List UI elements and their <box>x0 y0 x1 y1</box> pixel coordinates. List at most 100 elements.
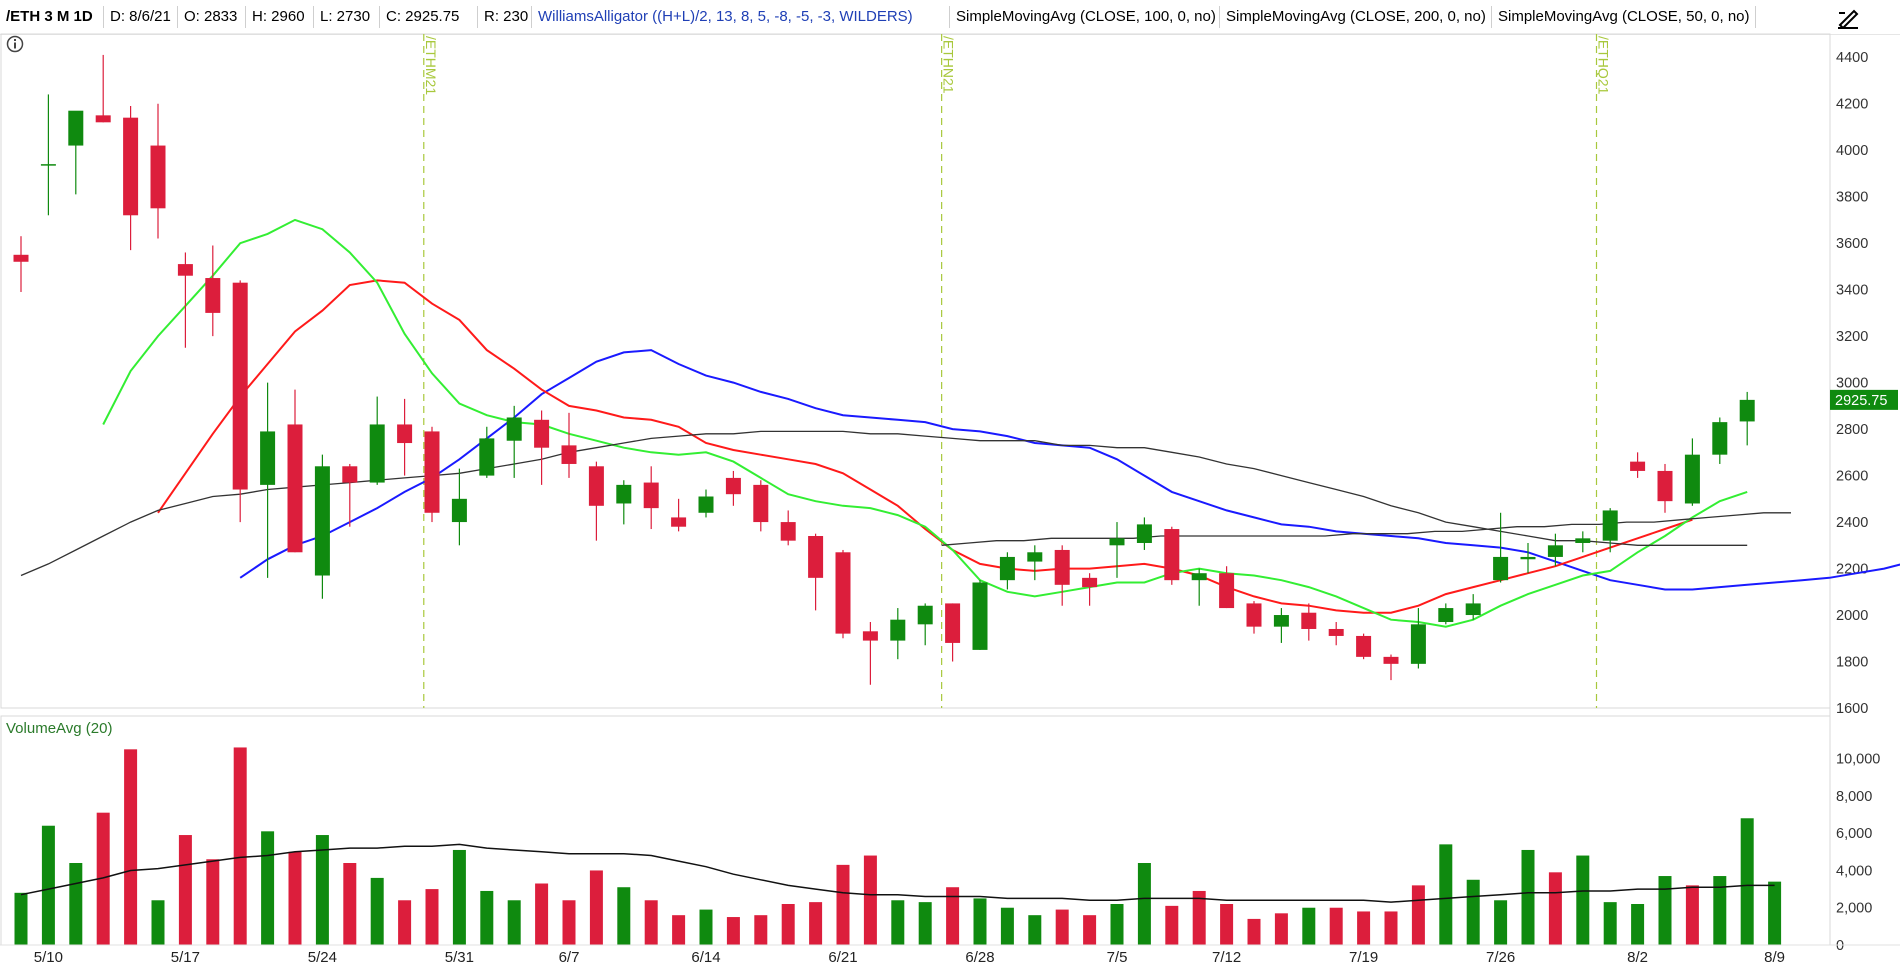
candle-body <box>1054 549 1070 585</box>
candle-body <box>1410 624 1426 664</box>
volume-bar <box>261 831 275 945</box>
volume-bar <box>69 863 83 945</box>
volume-bar <box>452 849 466 945</box>
volume-axis-tick-label: 8,000 <box>1836 789 1872 805</box>
candle-body <box>561 445 577 464</box>
last-price-badge <box>1830 389 1898 410</box>
price-candle <box>1027 545 1043 581</box>
price-candle <box>999 552 1015 590</box>
date-axis-tick-label: 5/10 <box>34 949 63 966</box>
price-candle <box>1465 594 1481 620</box>
info-circle-icon[interactable] <box>5 34 25 54</box>
candle-body <box>534 419 550 448</box>
high-readout: H: 2960 <box>246 6 314 28</box>
price-candle <box>862 622 878 685</box>
price-candle <box>1575 531 1591 553</box>
price-candle <box>369 396 385 485</box>
volume-bar <box>480 890 494 945</box>
price-candle <box>205 245 221 337</box>
date-axis-tick-label: 7/5 <box>1107 949 1128 966</box>
volume-bar <box>781 904 795 945</box>
date-axis-tick-label: 6/21 <box>828 949 857 966</box>
candle-body <box>1739 399 1755 422</box>
alligator-teeth-line <box>157 279 1693 614</box>
volume-bar <box>233 747 247 945</box>
price-candle <box>40 94 56 216</box>
price-candle <box>643 466 659 530</box>
study-label-sma200[interactable]: SimpleMovingAvg (CLOSE, 200, 0, no) <box>1220 6 1492 28</box>
candle-body <box>1547 545 1563 557</box>
price-candle <box>917 603 933 646</box>
low-readout: L: 2730 <box>314 6 380 28</box>
volume-bar <box>1713 876 1727 945</box>
candle-body <box>1136 524 1152 543</box>
price-candle <box>177 252 193 348</box>
edit-pencil-icon[interactable] <box>1836 5 1862 29</box>
volume-bar <box>836 864 850 945</box>
volume-axis-tick-label: 6,000 <box>1836 826 1872 842</box>
volume-bar <box>1548 872 1562 945</box>
volume-bar <box>1411 885 1425 945</box>
price-candle <box>1547 533 1563 567</box>
volume-bar <box>973 898 987 945</box>
price-axis-tick-label: 2600 <box>1836 469 1868 485</box>
volume-bar <box>1110 904 1124 945</box>
volume-bar <box>1521 849 1535 945</box>
price-axis-tick-label: 3800 <box>1836 190 1868 206</box>
price-candle <box>1191 568 1207 606</box>
price-candle <box>1684 438 1700 506</box>
candle-body <box>671 517 687 527</box>
volume-bar <box>1603 902 1617 945</box>
date-axis-tick-label: 6/28 <box>965 949 994 966</box>
candle-body <box>150 145 166 209</box>
candle-body <box>1273 615 1289 627</box>
open-readout: O: 2833 <box>178 6 246 28</box>
candle-body <box>1438 608 1454 623</box>
candle-body <box>397 424 413 444</box>
candle-body <box>1191 573 1207 581</box>
price-axis-tick-label: 2000 <box>1836 608 1868 624</box>
volume-bar <box>1768 881 1782 945</box>
candle-body <box>1082 577 1098 588</box>
volume-bar <box>1439 844 1453 945</box>
volume-panel: VolumeAvg (20) 10,000 8,000 6,000 4,000 2,000… <box>0 715 1880 954</box>
study-label-sma100[interactable]: SimpleMovingAvg (CLOSE, 100, 0, no) <box>950 6 1220 28</box>
price-candle <box>506 405 522 478</box>
price-candle <box>1054 545 1070 606</box>
volume-average-line <box>20 843 1775 903</box>
volume-bar <box>425 889 439 945</box>
volume-bar <box>398 900 412 945</box>
volume-bar <box>672 915 686 945</box>
volume-bar <box>1384 911 1398 945</box>
symbol-label[interactable]: /ETH 3 M 1D <box>0 6 104 28</box>
candle-body <box>1328 628 1344 636</box>
volume-bar <box>863 855 877 945</box>
volume-bar <box>1302 907 1316 945</box>
volume-axis-tick-label: 4,000 <box>1836 863 1872 879</box>
date-axis-tick-label: 8/2 <box>1627 949 1648 966</box>
volume-axis-tick-label: 2,000 <box>1836 901 1872 917</box>
volume-bar <box>644 900 658 945</box>
volume-bar <box>589 870 603 945</box>
candle-body <box>1712 422 1728 455</box>
volume-bar <box>617 887 631 945</box>
price-candle <box>1657 463 1673 513</box>
candle-body <box>40 164 56 166</box>
candle-body <box>999 556 1015 581</box>
candle-body <box>95 115 111 123</box>
price-candle <box>13 236 29 292</box>
alligator-jaw-line <box>239 349 1900 591</box>
study-label-alligator[interactable]: WilliamsAlligator ((H+L)/2, 13, 8, 5, -8… <box>532 6 950 28</box>
candle-body <box>424 431 440 513</box>
price-candle <box>725 470 741 506</box>
candle-body <box>1657 470 1673 502</box>
price-axis-tick-label: 3000 <box>1836 376 1868 392</box>
chart-header-bar: /ETH 3 M 1D D: 8/6/21 O: 2833 H: 2960 L:… <box>0 0 1900 35</box>
price-candle <box>561 412 577 478</box>
candle-body <box>862 631 878 641</box>
candle-body <box>835 552 851 634</box>
volume-bar <box>699 909 713 945</box>
study-label-sma50[interactable]: SimpleMovingAvg (CLOSE, 50, 0, no) <box>1492 6 1756 28</box>
candle-body <box>643 482 659 509</box>
candle-body <box>232 282 248 490</box>
